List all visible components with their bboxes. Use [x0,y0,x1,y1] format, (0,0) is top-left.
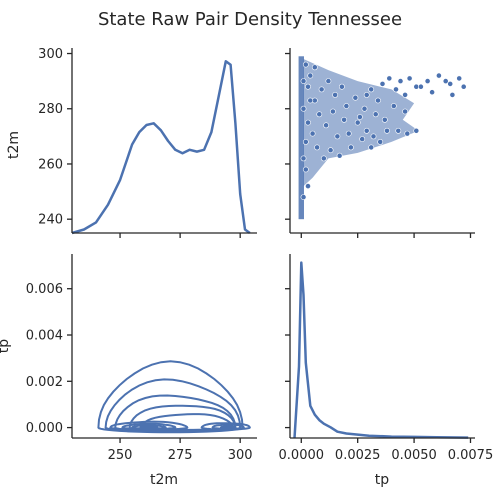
scatter-point [402,92,408,98]
scatter-point [334,133,341,140]
scatter-point [345,130,352,137]
scatter-point [356,114,363,120]
scatter-point [316,111,323,118]
panel-t2m-kde [71,60,251,235]
scatter-point [363,127,370,134]
panel-scatter [298,56,467,220]
scatter-point [300,194,307,200]
scatter-point [370,133,377,140]
y-tick-t2m-label: 260 [38,157,63,172]
scatter-point [338,83,345,90]
scatter-point [377,138,384,145]
scatter-point [406,75,413,82]
scatter-point [435,72,442,79]
scatter-point [361,105,368,112]
scatter-point [305,119,311,126]
scatter-point [386,75,393,82]
y-tick-t2m-label: 240 [38,213,63,228]
scatter-point [368,86,375,93]
scatter-point [381,116,388,123]
scatter-point [363,92,370,98]
scatter-dense-region [303,59,419,187]
scatter-point [417,83,424,90]
scatter-point [329,108,336,115]
scatter-point [302,138,309,145]
scatter-point [305,183,311,189]
y-tick-tp-label: 0.000 [26,421,63,436]
scatter-point [327,147,334,154]
scatter-point [447,81,454,87]
x-tick-tp-label: 0.0000 [279,448,325,463]
scatter-point [309,130,316,137]
contour-line [220,425,237,430]
scatter-point [325,78,332,84]
scatter-point [347,144,354,151]
scatter-point [300,105,307,112]
y-axis-label-tp: tp [0,339,12,353]
scatter-point [311,64,318,71]
scatter-point [307,97,314,104]
panel-kde2d [97,360,251,434]
chart-title: State Raw Pair Density Tennessee [98,9,402,30]
kde-line-tp [293,261,469,439]
scatter-dense-band [298,56,304,220]
scatter-point [404,130,411,137]
scatter-point [305,83,311,90]
x-axis-label-t2m: t2m [150,472,178,488]
scatter-point [460,83,467,90]
x-tick-t2m-label: 300 [228,448,253,463]
scatter-point [384,127,390,134]
y-tick-t2m-label: 300 [38,47,63,62]
scatter-point [395,127,402,134]
scatter-point [343,103,350,109]
scatter-point [323,122,329,129]
kde-line-t2m [71,60,251,235]
scatter-point [307,72,314,79]
x-tick-tp-label: 0.0050 [391,448,437,463]
scatter-point [352,94,359,101]
scatter-point [456,75,463,82]
scatter-point [302,166,309,173]
y-tick-tp-label: 0.002 [26,375,63,390]
scatter-point [429,89,435,96]
scatter-point [300,78,307,84]
scatter-point [390,103,397,109]
x-axis-label-tp: tp [375,472,389,488]
scatter-point [302,61,309,68]
scatter-point [393,86,399,93]
y-tick-tp-label: 0.006 [26,282,63,297]
scatter-point [397,78,404,84]
scatter-point [320,155,327,162]
scatter-point [336,152,343,159]
scatter-point [368,144,375,151]
scatter-point [424,78,431,84]
scatter-point [375,97,381,104]
scatter-point [300,155,307,162]
scatter-point [354,119,361,126]
scatter-point [402,108,408,115]
axes-layer: 240 260 280 300 0.000 0.002 0.004 0.006 250 275 30… [26,47,493,463]
panel-tp-kde [293,261,469,439]
scatter-point [314,144,320,151]
scatter-point [372,111,379,118]
x-tick-t2m-label: 250 [108,448,133,463]
scatter-point [413,127,420,134]
scatter-point [379,81,386,87]
y-axis-label-t2m: t2m [6,131,22,159]
scatter-point [359,136,366,142]
scatter-point [442,78,449,84]
scatter-point [341,116,347,123]
contour-line [139,425,159,429]
scatter-point [332,92,338,98]
x-tick-t2m-label: 275 [168,448,193,463]
contour-line [211,423,245,430]
scatter-point [318,86,325,93]
x-tick-tp-label: 0.0025 [335,448,381,463]
x-tick-tp-label: 0.0075 [448,448,494,463]
scatter-point [449,92,456,98]
y-tick-tp-label: 0.004 [26,329,63,344]
y-tick-t2m-label: 280 [38,102,63,117]
